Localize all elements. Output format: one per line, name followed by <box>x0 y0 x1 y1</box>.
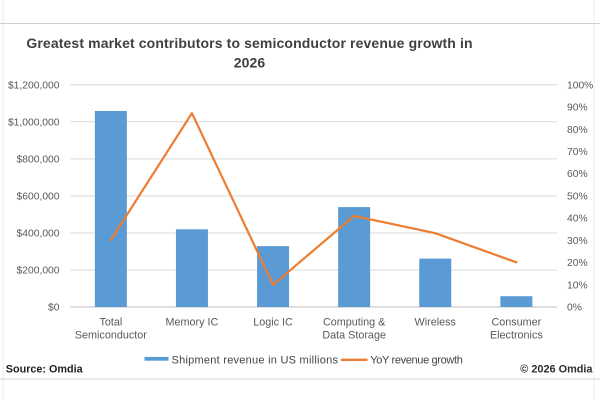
svg-text:Source: Omdia: Source: Omdia <box>6 364 84 376</box>
svg-text:Consumer: Consumer <box>491 316 541 328</box>
svg-text:Shipment revenue in US million: Shipment revenue in US millions <box>172 355 339 367</box>
svg-text:Memory IC: Memory IC <box>166 316 219 328</box>
svg-text:$1,200,000: $1,200,000 <box>8 80 60 91</box>
svg-text:Data Storage: Data Storage <box>322 330 386 342</box>
svg-text:Computing &: Computing & <box>323 316 386 328</box>
svg-text:80%: 80% <box>567 125 588 136</box>
svg-text:70%: 70% <box>567 147 588 158</box>
svg-text:50%: 50% <box>567 191 588 202</box>
svg-text:30%: 30% <box>567 236 588 247</box>
svg-text:$0: $0 <box>48 303 60 314</box>
svg-text:90%: 90% <box>567 103 588 114</box>
svg-text:0%: 0% <box>567 303 582 314</box>
svg-text:10%: 10% <box>567 280 588 291</box>
svg-text:Total: Total <box>99 316 122 328</box>
svg-text:$400,000: $400,000 <box>17 229 60 240</box>
svg-text:© 2026 Omdia: © 2026 Omdia <box>520 364 593 376</box>
svg-text:Greatest market contributors t: Greatest market contributors to semicond… <box>26 35 472 51</box>
svg-text:YoY revenue growth: YoY revenue growth <box>370 355 462 367</box>
svg-text:$1,000,000: $1,000,000 <box>8 117 60 128</box>
svg-text:Electronics: Electronics <box>490 330 543 342</box>
svg-text:100%: 100% <box>567 80 593 91</box>
svg-text:2026: 2026 <box>234 55 266 71</box>
svg-text:40%: 40% <box>567 214 588 225</box>
svg-text:$200,000: $200,000 <box>17 266 60 277</box>
svg-text:Semiconductor: Semiconductor <box>75 330 147 342</box>
svg-text:Logic IC: Logic IC <box>253 316 293 328</box>
svg-text:60%: 60% <box>567 169 588 180</box>
svg-text:20%: 20% <box>567 258 588 269</box>
svg-text:$600,000: $600,000 <box>17 191 60 202</box>
svg-text:Wireless: Wireless <box>415 316 457 328</box>
svg-text:$800,000: $800,000 <box>17 154 60 165</box>
